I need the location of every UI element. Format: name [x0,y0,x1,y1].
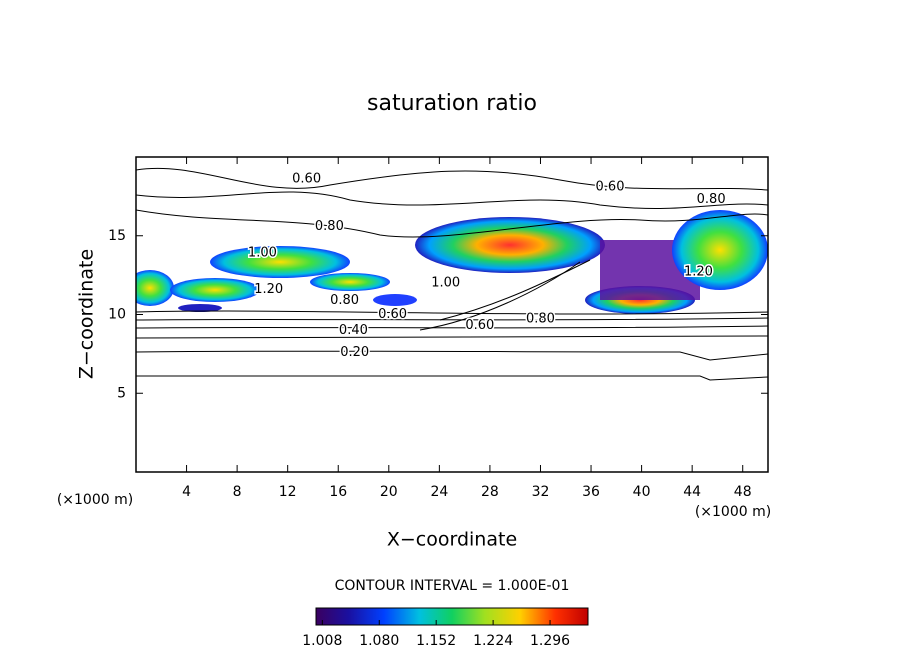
field-region [672,210,768,290]
x-tick-label: 32 [532,484,550,500]
contour-line [136,310,768,315]
colorbar-tick-label: 1.008 [302,633,342,649]
contour-line [136,209,768,238]
x-tick-label: 16 [329,484,347,500]
contour-label: 0.40 [339,323,368,338]
colorbar-tick-label: 1.152 [416,633,456,649]
y-tick-label: 10 [108,307,126,323]
contour-line [136,325,768,329]
x-axis-label: X−coordinate [387,529,517,551]
chart-title: saturation ratio [367,91,537,116]
field-region [178,304,222,312]
contour-label: 1.00 [431,276,460,291]
contour-line [136,191,768,209]
field-region [310,273,390,291]
colorbar-tick-label: 1.080 [359,633,399,649]
x-tick-label: 36 [582,484,600,500]
y-tick-label: 15 [108,228,126,244]
x-tick-label: 8 [233,484,242,500]
contour-line [136,350,768,361]
y-axis-label: Z−coordinate [76,249,98,379]
field-region [210,246,350,278]
y-tick-label: 5 [117,385,126,401]
contour-line [136,317,768,321]
x-tick-label: 4 [182,484,191,500]
x-unit: (×1000 m) [695,504,771,520]
contour-label: 0.80 [315,219,344,234]
contour-label: 0.80 [697,192,726,207]
contour-line [136,375,768,381]
colorbar-tick-label: 1.224 [473,633,513,649]
x-tick-label: 28 [481,484,499,500]
contour-label: 0.80 [330,293,359,308]
contour-line [136,167,768,191]
field-region [170,278,260,302]
x-tick-label: 12 [279,484,297,500]
contour-line [439,259,591,321]
x-tick-label: 48 [734,484,752,500]
y-unit: (×1000 m) [57,492,133,508]
contour-label: 0.60 [378,307,407,322]
contour-label: 1.00 [248,246,277,261]
contour-label: 0.60 [292,172,321,187]
field [136,167,768,381]
x-tick-label: 44 [683,484,701,500]
contour-line [136,335,768,339]
contour-label: 0.80 [526,312,555,327]
contour-label: 0.20 [340,345,369,360]
x-tick-label: 24 [430,484,448,500]
x-tick-label: 20 [380,484,398,500]
contour-label: 1.20 [684,264,713,279]
contour-interval: CONTOUR INTERVAL = 1.000E-01 [335,578,570,594]
colorbar [315,607,589,626]
contour-label: 0.60 [596,179,625,194]
colorbar-tick-label: 1.296 [530,633,570,649]
field-region [136,270,174,306]
x-tick-label: 40 [633,484,651,500]
contour-label: 0.60 [465,318,494,333]
field-region [373,294,417,306]
field-region [415,217,605,273]
contour-label: 1.20 [254,282,283,297]
